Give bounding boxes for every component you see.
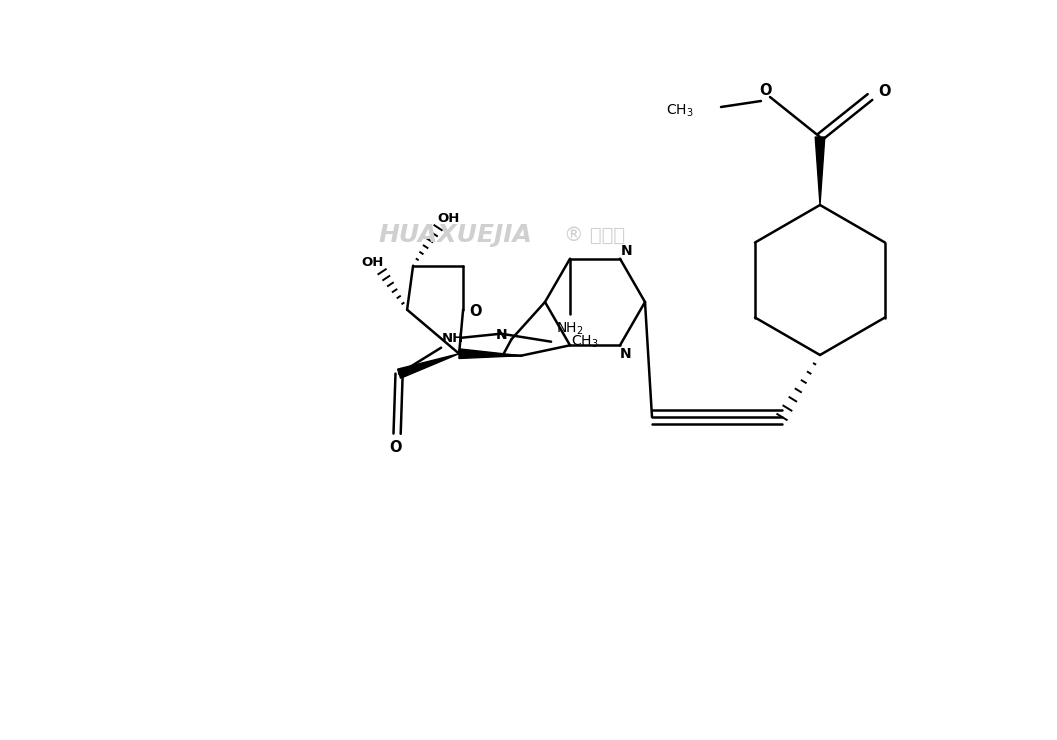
Polygon shape [815,137,824,205]
Text: O: O [760,82,773,98]
Text: ® 化学加: ® 化学加 [564,226,626,244]
Text: NH$_2$: NH$_2$ [556,320,583,337]
Text: OH: OH [437,212,460,225]
Polygon shape [459,349,521,358]
Text: HUAXUEJIA: HUAXUEJIA [378,223,532,247]
Text: N: N [620,347,632,361]
Text: CH$_3$: CH$_3$ [666,103,694,119]
Text: O: O [389,440,402,455]
Text: O: O [469,304,481,319]
Text: O: O [877,84,890,98]
Polygon shape [397,354,459,378]
Text: OH: OH [360,256,384,269]
Text: N: N [496,328,507,342]
Text: NH: NH [442,332,464,345]
Text: CH$_3$: CH$_3$ [571,334,598,350]
Text: N: N [622,243,633,258]
